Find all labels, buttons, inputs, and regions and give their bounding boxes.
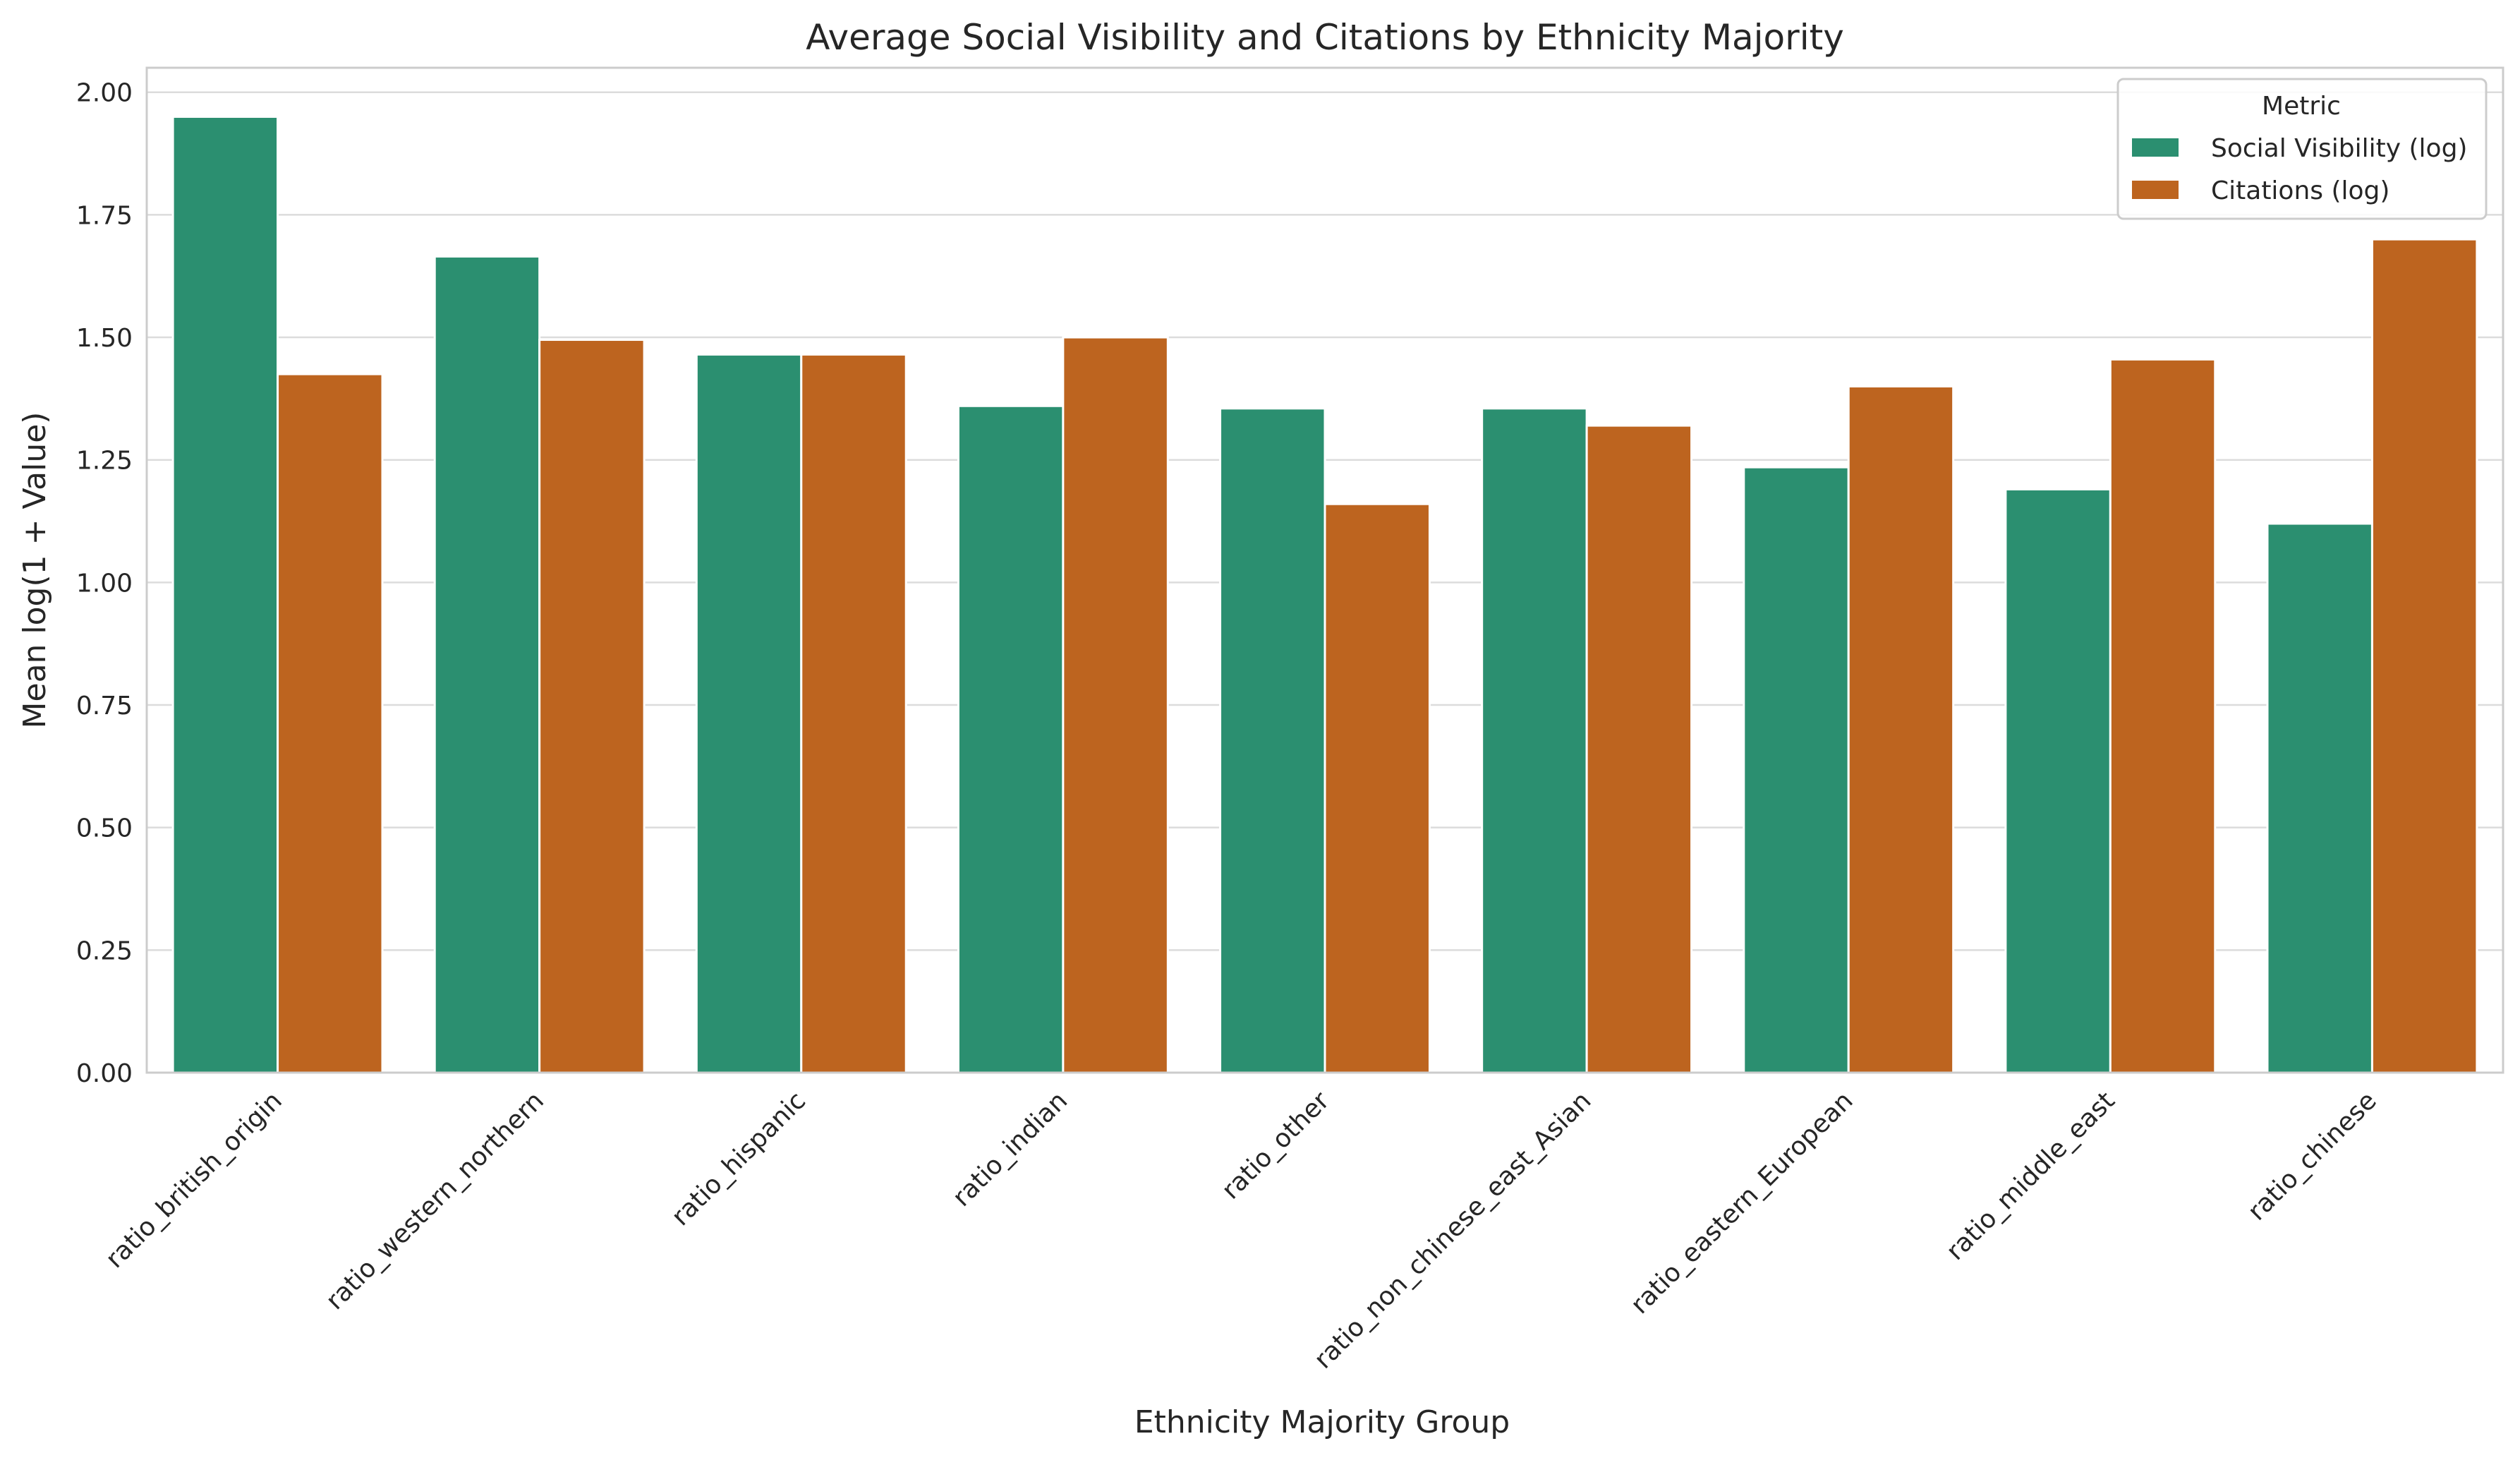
legend-label-social-visibility: Social Visibility (log) (2211, 134, 2467, 163)
bar-social-visibility (2266, 522, 2373, 1074)
y-tick-label: 0.75 (76, 692, 133, 721)
y-tick-label: 0.00 (76, 1059, 133, 1088)
bar-social-visibility (1481, 407, 1588, 1074)
y-tick-label: 0.25 (76, 936, 133, 965)
bar-social-visibility (695, 353, 803, 1074)
bar-social-visibility (957, 404, 1065, 1074)
bar-social-visibility (433, 255, 541, 1074)
bar-citations (1062, 336, 1169, 1074)
y-tick-label: 0.50 (76, 814, 133, 843)
bar-citations (1323, 502, 1431, 1074)
y-tick-label: 2.00 (76, 79, 133, 108)
y-tick-label: 1.50 (76, 324, 133, 353)
chart-title: Average Social Visibility and Citations … (806, 17, 1844, 58)
bar-citations (1585, 424, 1693, 1074)
legend-title: Metric (2262, 92, 2341, 121)
y-tick-label: 1.00 (76, 569, 133, 598)
bar-social-visibility (171, 115, 279, 1074)
bar-citations (800, 353, 907, 1074)
legend-swatch-social-visibility (2132, 138, 2179, 157)
bar-social-visibility (2004, 488, 2112, 1074)
bar-citations (538, 339, 646, 1074)
bar-social-visibility (1219, 407, 1326, 1074)
legend-label-citations: Citations (log) (2211, 176, 2389, 205)
legend-box (2116, 78, 2488, 220)
bar-citations (1847, 385, 1955, 1074)
bar-citations (277, 373, 384, 1074)
y-axis-label: Mean log(1 + Value) (17, 412, 53, 729)
x-axis-label: Ethnicity Majority Group (1134, 1404, 1510, 1440)
bar-citations (2109, 358, 2217, 1074)
bar-citations (2370, 238, 2478, 1074)
legend-swatch-citations (2132, 181, 2179, 199)
y-tick-label: 1.75 (76, 201, 133, 230)
bar-social-visibility (1743, 466, 1850, 1074)
bars (171, 115, 2478, 1074)
y-axis: 0.00 0.25 0.50 0.75 1.00 1.25 1.50 1.75 2.00 (76, 79, 133, 1088)
y-tick-label: 1.25 (76, 447, 133, 476)
plot-frame (145, 66, 2504, 1074)
legend: Metric Social Visibility (log) Citations… (2116, 78, 2488, 220)
